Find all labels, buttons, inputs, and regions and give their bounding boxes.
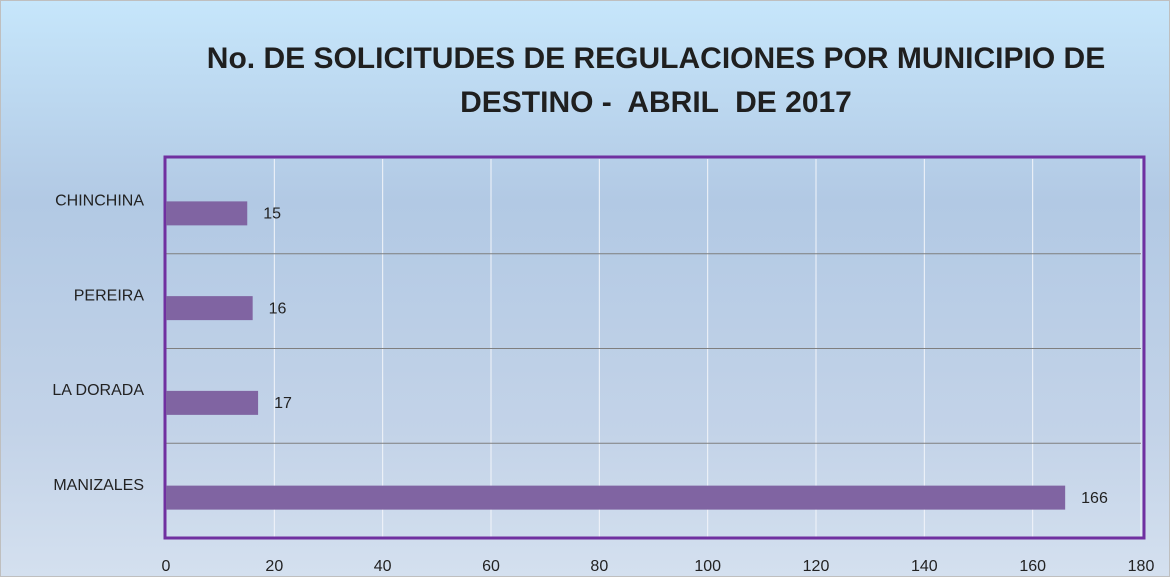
- y-tick-label: CHINCHINA: [55, 193, 144, 210]
- data-label: 15: [263, 206, 281, 223]
- y-tick-label: MANIZALES: [53, 477, 144, 494]
- x-tick-label: 140: [911, 558, 938, 575]
- y-tick-label: PEREIRA: [74, 287, 145, 304]
- bar: [166, 201, 248, 226]
- x-tick-label: 40: [374, 558, 392, 575]
- x-tick-label: 180: [1128, 558, 1155, 575]
- bar: [166, 296, 253, 321]
- bar: [166, 485, 1066, 510]
- x-tick-label: 80: [590, 558, 608, 575]
- x-tick-label: 0: [162, 558, 171, 575]
- x-tick-label: 160: [1019, 558, 1046, 575]
- x-tick-label: 20: [265, 558, 283, 575]
- chart-title: No. DE SOLICITUDES DE REGULACIONES POR M…: [206, 42, 1106, 119]
- x-tick-label: 120: [803, 558, 830, 575]
- data-label: 17: [274, 395, 292, 412]
- data-label: 16: [269, 300, 287, 317]
- y-tick-label: LA DORADA: [52, 382, 144, 399]
- bar: [166, 390, 259, 415]
- x-tick-label: 60: [482, 558, 500, 575]
- plot-border: [163, 155, 1146, 540]
- data-label: 166: [1081, 490, 1108, 507]
- x-tick-label: 100: [694, 558, 721, 575]
